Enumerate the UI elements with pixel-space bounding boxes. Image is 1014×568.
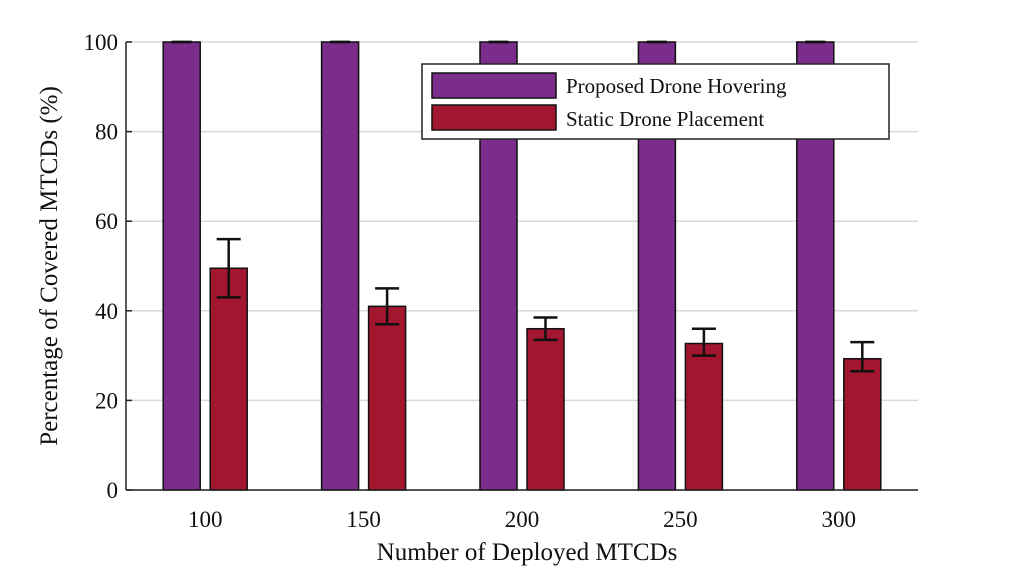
x-tick-label: 300 xyxy=(822,507,857,532)
y-tick-label: 0 xyxy=(107,478,119,503)
legend: Proposed Drone Hovering Static Drone Pla… xyxy=(421,63,890,140)
legend-label-static: Static Drone Placement xyxy=(566,107,764,131)
x-tick-label: 200 xyxy=(505,507,540,532)
bar-proposed-100 xyxy=(162,41,201,491)
bar-static-100 xyxy=(209,267,248,491)
y-tick-label: 60 xyxy=(95,209,118,234)
legend-swatch-static xyxy=(431,104,557,131)
x-tick-label: 100 xyxy=(188,507,223,532)
x-axis-title: Number of Deployed MTCDs xyxy=(377,539,678,566)
x-tick-label: 250 xyxy=(663,507,698,532)
bar-static-150 xyxy=(367,305,407,491)
y-tick-labels: 0 20 40 60 80 100 xyxy=(84,30,119,503)
error-bars xyxy=(171,40,875,373)
bar-proposed-150 xyxy=(320,41,360,491)
legend-swatch-proposed xyxy=(431,72,557,99)
x-tick-label: 150 xyxy=(346,507,381,532)
y-axis-title: Percentage of Covered MTCDs (%) xyxy=(36,86,63,446)
bar-static-200 xyxy=(526,327,565,491)
bar-static-250 xyxy=(684,342,724,491)
y-tick-label: 80 xyxy=(95,120,118,145)
legend-label-proposed: Proposed Drone Hovering xyxy=(566,74,787,98)
y-tick-label: 100 xyxy=(84,30,119,55)
x-tick-labels: 100 150 200 250 300 xyxy=(188,507,856,532)
bar-static-300 xyxy=(843,357,882,491)
y-tick-label: 20 xyxy=(95,388,118,413)
y-tick-label: 40 xyxy=(95,299,118,324)
axes xyxy=(125,41,918,491)
